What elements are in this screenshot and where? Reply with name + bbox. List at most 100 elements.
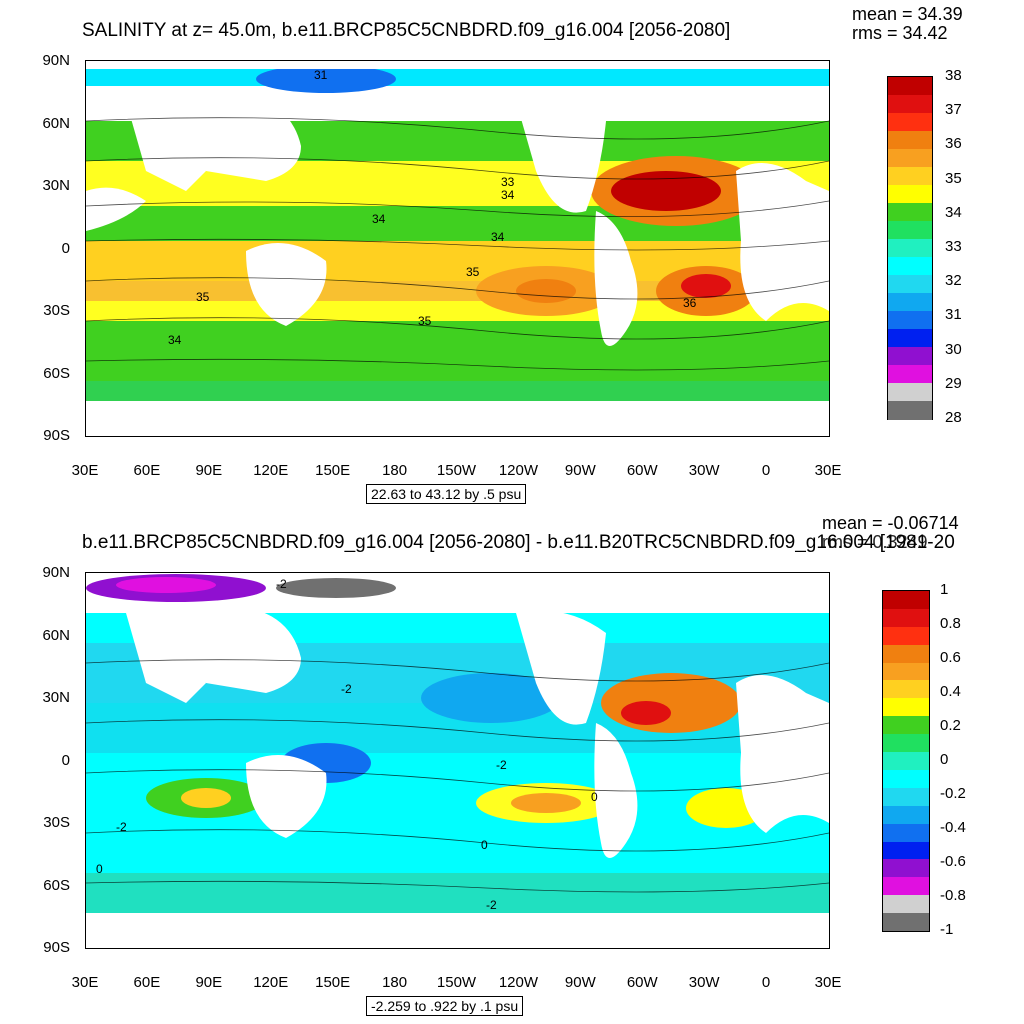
colorbar-swatch (883, 895, 929, 914)
lon-label: 150E (315, 462, 351, 479)
colorbar-label: -0.4 (940, 819, 966, 836)
stats-block: mean = 34.39 rms = 34.42 (852, 5, 963, 43)
colorbar-label: -0.2 (940, 785, 966, 802)
colorbar-swatch (883, 644, 929, 664)
colorbar-swatch (883, 698, 929, 717)
colorbar-swatch (883, 716, 929, 735)
contour-label: 33 (501, 175, 515, 189)
lon-label: 60E (133, 462, 161, 479)
lat-label: 30N (42, 177, 70, 194)
colorbar-swatch (888, 77, 932, 96)
colorbar-swatch (883, 662, 929, 681)
colorbar-label: 32 (945, 272, 962, 290)
colorbar-swatch (888, 383, 932, 402)
contour-label: 34 (168, 333, 182, 347)
lon-label: 30W (688, 462, 720, 479)
colorbar-swatch (888, 149, 932, 168)
colorbar-swatch (888, 311, 932, 330)
lon-label: 30E (71, 974, 99, 991)
contour-label: 34 (501, 188, 515, 202)
lat-label: 0 (61, 240, 70, 257)
colorbar-swatch (883, 680, 929, 699)
lat-label: 0 (61, 752, 70, 769)
contour-label: 31 (314, 68, 328, 82)
lat-label: 30S (43, 302, 70, 319)
colorbar-swatch (883, 787, 929, 807)
lon-label: 60W (626, 462, 658, 479)
colorbar-label: 34 (945, 203, 962, 221)
lat-label: 90N (42, 564, 70, 581)
lat-label: 60N (42, 115, 70, 132)
colorbar-swatch (883, 626, 929, 646)
lat-label: 90S (43, 427, 70, 444)
lon-label: 60E (133, 974, 161, 991)
colorbar-label: 1 (940, 581, 949, 598)
colorbar-label: -1 (940, 921, 954, 938)
colorbar-swatch (883, 877, 929, 896)
colorbar-swatch (888, 203, 932, 222)
colorbar-label: 0.8 (940, 615, 961, 632)
lon-label: 120E (253, 974, 289, 991)
colorbar (887, 76, 933, 420)
lon-label: 150E (315, 974, 351, 991)
colorbar-swatch (888, 329, 932, 348)
mean-value: mean = -0.06714 (822, 513, 959, 533)
colorbar-swatch (888, 293, 932, 312)
colorbar-label: 36 (945, 135, 962, 153)
lon-label: 0 (761, 462, 771, 479)
colorbar-swatch (883, 591, 929, 610)
colorbar-label: 38 (945, 67, 962, 84)
contour-label: -2 (276, 577, 287, 591)
colorbar-label: 31 (945, 306, 962, 324)
colorbar-label: 0 (940, 751, 949, 768)
colorbar-swatch (883, 823, 929, 843)
colorbar-swatch (883, 841, 929, 860)
colorbar-swatch (888, 347, 932, 366)
contour-label: 36 (683, 296, 697, 310)
rms-value: rms = 34.42 (852, 23, 948, 43)
colorbar-swatch (888, 401, 932, 420)
lat-label: 30S (43, 814, 70, 831)
colorbar-label: 33 (945, 238, 962, 255)
salinity-panel: SALINITY at z= 45.0m, b.e11.BRCP85C5CNBD… (42, 5, 963, 504)
lat-label: 60N (42, 627, 70, 644)
contour-range: 22.63 to 43.12 by .5 psu (366, 484, 527, 504)
colorbar (882, 590, 930, 932)
lat-label: 30N (42, 689, 70, 706)
colorbar-swatch (888, 185, 932, 204)
rms-value: rms = 0.3249 (822, 532, 928, 552)
lat-label: 60S (43, 365, 70, 382)
colorbar-swatch (888, 167, 932, 186)
contour-label: 35 (196, 290, 210, 304)
colorbar-swatch (883, 769, 929, 789)
contour-label: -2 (341, 682, 352, 696)
stats-block: mean = -0.06714 rms = 0.3249 (822, 514, 959, 552)
colorbar-label: 0.2 (940, 717, 961, 734)
lon-label: 90W (564, 974, 596, 991)
colorbar-swatch (888, 95, 932, 114)
lon-label: 180 (382, 462, 408, 479)
colorbar-label: 0.6 (940, 649, 961, 666)
lon-label: 150W (436, 974, 477, 991)
lon-label: 30W (688, 974, 720, 991)
lon-label: 180 (382, 974, 408, 991)
lon-label: 30E (814, 974, 842, 991)
lon-label: 30E (71, 462, 99, 479)
contour-label: -2 (486, 898, 497, 912)
lon-label: 90E (195, 974, 223, 991)
lon-label: 120W (498, 974, 538, 991)
colorbar-swatch (888, 275, 932, 294)
colorbar-swatch (883, 859, 929, 878)
colorbar-label: -0.6 (940, 853, 966, 870)
difference-map: -2 -2 -2 0 0 -2 0 -2 (85, 572, 830, 949)
lat-label: 90N (42, 52, 70, 69)
colorbar-swatch (888, 239, 932, 258)
contour-label: 34 (372, 212, 386, 226)
lon-label: 120E (253, 462, 289, 479)
lon-label: 90W (564, 462, 596, 479)
colorbar-swatch (888, 257, 932, 276)
contour-label: 0 (481, 838, 488, 852)
colorbar-swatch (883, 752, 929, 771)
lon-label: 0 (761, 974, 771, 991)
lon-label: 60W (626, 974, 658, 991)
